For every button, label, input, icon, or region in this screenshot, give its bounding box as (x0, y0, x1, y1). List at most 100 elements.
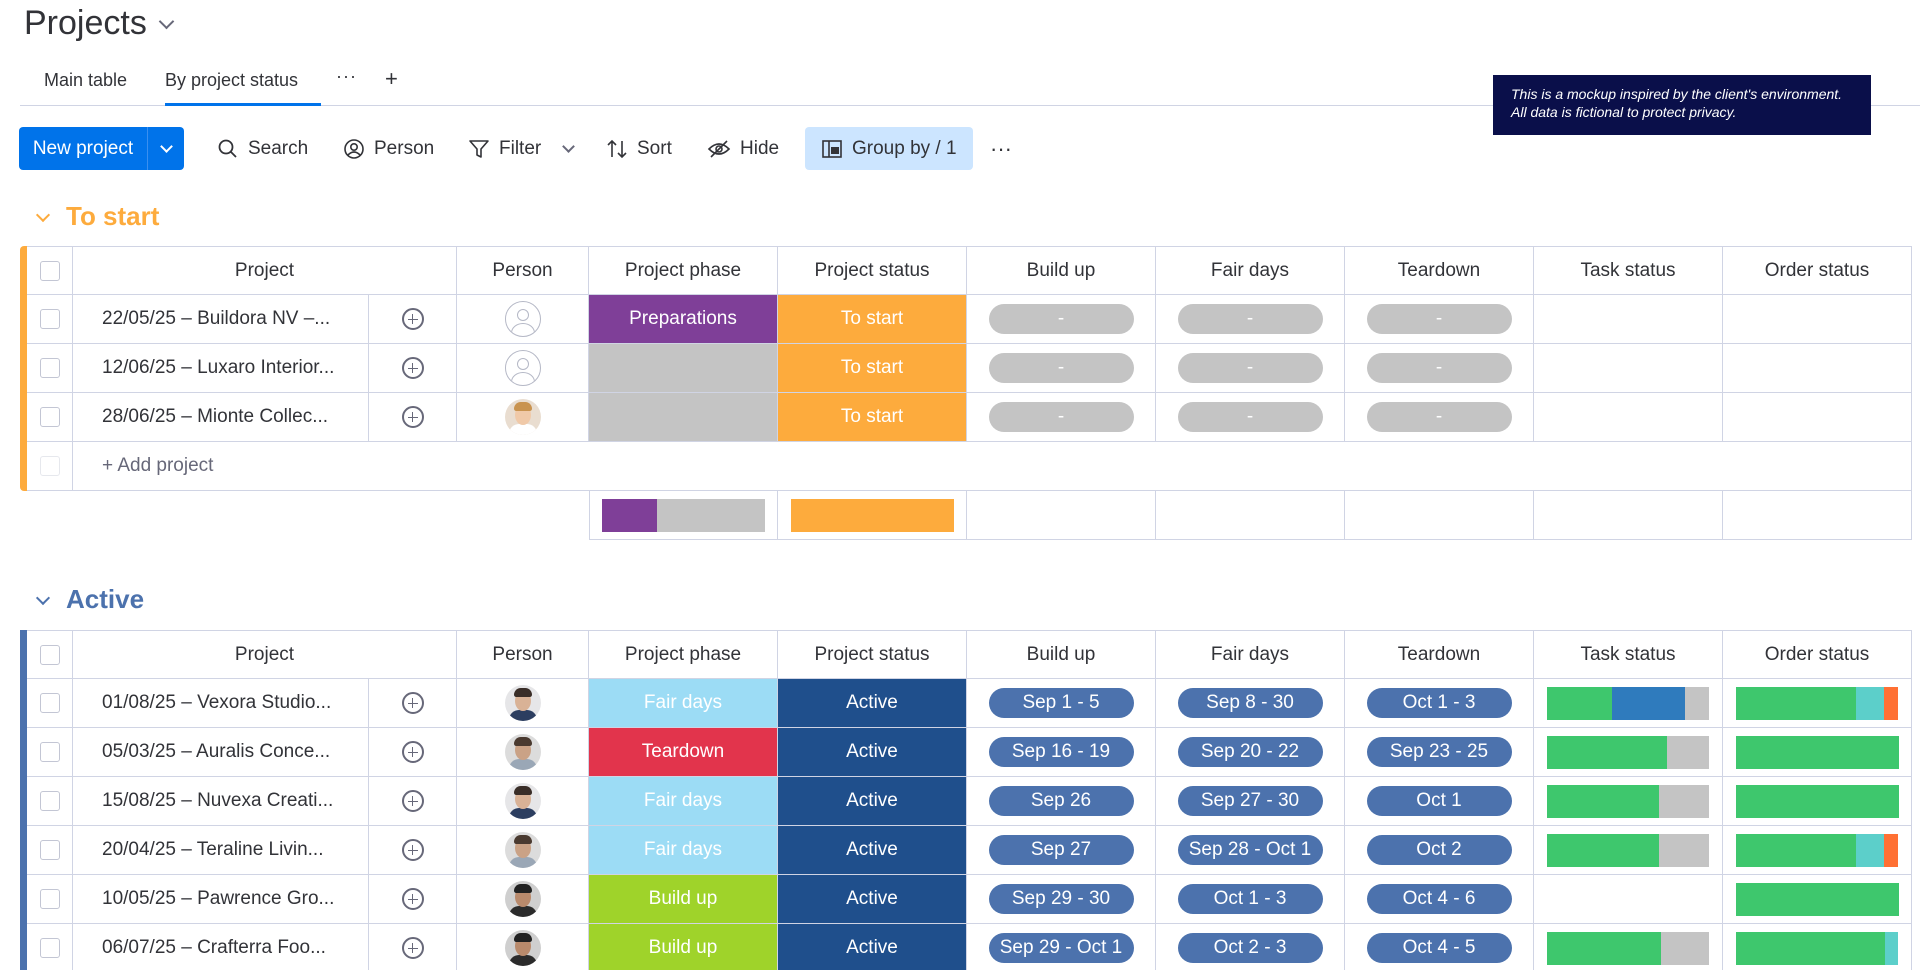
task-status-cell[interactable] (1534, 924, 1723, 970)
build-up-cell[interactable]: Sep 27 (967, 826, 1156, 875)
fair-days-timeline[interactable]: - (1177, 402, 1323, 432)
build-up-timeline[interactable]: - (988, 304, 1134, 334)
updates-cell[interactable] (369, 728, 457, 777)
project-name-cell[interactable]: 10/05/25 – Pawrence Gro... (73, 875, 369, 924)
project-name-cell[interactable]: 22/05/25 – Buildora NV –... (73, 295, 369, 344)
task-status-bar[interactable] (1546, 735, 1710, 769)
project-name-cell[interactable]: 20/04/25 – Teraline Livin... (73, 826, 369, 875)
column-header-fair[interactable]: Fair days (1156, 246, 1345, 295)
group-header-to-start[interactable]: To start (35, 201, 159, 232)
group-title[interactable]: Active (66, 584, 145, 614)
add-update-icon[interactable] (401, 790, 424, 812)
fair-days-timeline[interactable]: Sep 27 - 30 (1177, 786, 1323, 816)
select-all-cell[interactable] (27, 246, 73, 295)
tab-options-icon[interactable]: ··· (336, 66, 357, 86)
avatar[interactable] (504, 832, 541, 868)
project-status-cell[interactable]: To start (778, 393, 967, 442)
order-status-bar[interactable] (1735, 833, 1899, 867)
column-header-teardown[interactable]: Teardown (1345, 246, 1534, 295)
project-name[interactable]: 10/05/25 – Pawrence Gro... (102, 888, 335, 909)
column-header-project[interactable]: Project (73, 630, 457, 679)
column-header-status[interactable]: Project status (778, 246, 967, 295)
column-header-person[interactable]: Person (457, 246, 589, 295)
chevron-down-icon[interactable] (158, 13, 175, 30)
order-status-bar[interactable] (1735, 735, 1899, 769)
updates-cell[interactable] (369, 295, 457, 344)
add-update-icon[interactable] (401, 357, 424, 379)
task-status-bar[interactable] (1546, 784, 1710, 818)
order-status-bar[interactable] (1735, 931, 1899, 965)
chevron-down-icon[interactable] (35, 590, 51, 605)
order-status-cell[interactable] (1723, 875, 1912, 924)
avatar[interactable] (504, 783, 541, 819)
project-status-cell[interactable]: To start (778, 344, 967, 393)
order-status-cell[interactable] (1723, 393, 1912, 442)
order-status-cell[interactable] (1723, 924, 1912, 970)
add-update-icon[interactable] (401, 937, 424, 959)
project-name[interactable]: 12/06/25 – Luxaro Interior... (102, 357, 335, 378)
build-up-cell[interactable]: - (967, 295, 1156, 344)
add-update-icon[interactable] (401, 308, 424, 330)
order-status-cell[interactable] (1723, 295, 1912, 344)
fair-days-cell[interactable]: - (1156, 393, 1345, 442)
search-button[interactable]: Search (217, 127, 308, 170)
column-header-order[interactable]: Order status (1723, 246, 1912, 295)
updates-cell[interactable] (369, 393, 457, 442)
task-status-bar[interactable] (1546, 931, 1710, 965)
person-cell[interactable] (457, 679, 589, 728)
project-phase-cell[interactable]: Build up (589, 875, 778, 924)
column-header-task[interactable]: Task status (1534, 246, 1723, 295)
column-header-build[interactable]: Build up (967, 246, 1156, 295)
project-status-cell[interactable]: Active (778, 826, 967, 875)
row-checkbox[interactable] (39, 840, 60, 860)
person-cell[interactable] (457, 295, 589, 344)
order-status-bar[interactable] (1735, 882, 1899, 916)
fair-days-cell[interactable]: Sep 8 - 30 (1156, 679, 1345, 728)
row-checkbox[interactable] (39, 309, 60, 329)
add-update-icon[interactable] (401, 406, 424, 428)
teardown-timeline[interactable]: - (1366, 353, 1512, 383)
column-header-phase[interactable]: Project phase (589, 630, 778, 679)
select-all-cell[interactable] (27, 630, 73, 679)
project-status-cell[interactable]: Active (778, 679, 967, 728)
build-up-timeline[interactable]: Sep 16 - 19 (988, 737, 1134, 767)
fair-days-timeline[interactable]: Oct 1 - 3 (1177, 884, 1323, 914)
tab-by-project-status[interactable]: By project status (165, 70, 321, 106)
order-status-bar[interactable] (1735, 686, 1899, 720)
order-status-cell[interactable] (1723, 344, 1912, 393)
hide-button[interactable]: Hide (707, 127, 779, 170)
project-name[interactable]: 01/08/25 – Vexora Studio... (102, 692, 332, 713)
column-header-project[interactable]: Project (73, 246, 457, 295)
row-checkbox[interactable] (39, 938, 60, 958)
tab-main-table[interactable]: Main table (44, 70, 128, 90)
project-name[interactable]: 20/04/25 – Teraline Livin... (102, 839, 324, 860)
teardown-timeline[interactable]: Oct 1 (1366, 786, 1512, 816)
group-by-button[interactable]: Group by / 1 (805, 127, 973, 170)
fair-days-timeline[interactable]: Sep 8 - 30 (1177, 688, 1323, 718)
build-up-timeline[interactable]: Sep 26 (988, 786, 1134, 816)
fair-days-timeline[interactable]: - (1177, 304, 1323, 334)
project-name-cell[interactable]: 12/06/25 – Luxaro Interior... (73, 344, 369, 393)
updates-cell[interactable] (369, 344, 457, 393)
row-select-cell[interactable] (27, 875, 73, 924)
status-summary-bar[interactable] (790, 498, 954, 532)
project-name-cell[interactable]: 01/08/25 – Vexora Studio... (73, 679, 369, 728)
avatar-empty[interactable] (504, 301, 541, 337)
page-title[interactable]: Projects (24, 4, 175, 43)
teardown-cell[interactable]: Oct 1 - 3 (1345, 679, 1534, 728)
order-status-bar[interactable] (1735, 784, 1899, 818)
column-header-status[interactable]: Project status (778, 630, 967, 679)
order-status-cell[interactable] (1723, 679, 1912, 728)
fair-days-cell[interactable]: Sep 27 - 30 (1156, 777, 1345, 826)
task-status-cell[interactable] (1534, 344, 1723, 393)
project-phase-cell[interactable]: Fair days (589, 826, 778, 875)
row-select-cell[interactable] (27, 728, 73, 777)
add-view-icon[interactable]: + (385, 66, 398, 91)
column-header-person[interactable]: Person (457, 630, 589, 679)
new-project-dropdown[interactable] (147, 127, 184, 170)
more-options-icon[interactable]: ··· (990, 135, 1012, 161)
project-name[interactable]: 28/06/25 – Mionte Collec... (102, 406, 329, 427)
project-status-cell[interactable]: Active (778, 924, 967, 970)
updates-cell[interactable] (369, 924, 457, 970)
teardown-cell[interactable]: Oct 1 (1345, 777, 1534, 826)
